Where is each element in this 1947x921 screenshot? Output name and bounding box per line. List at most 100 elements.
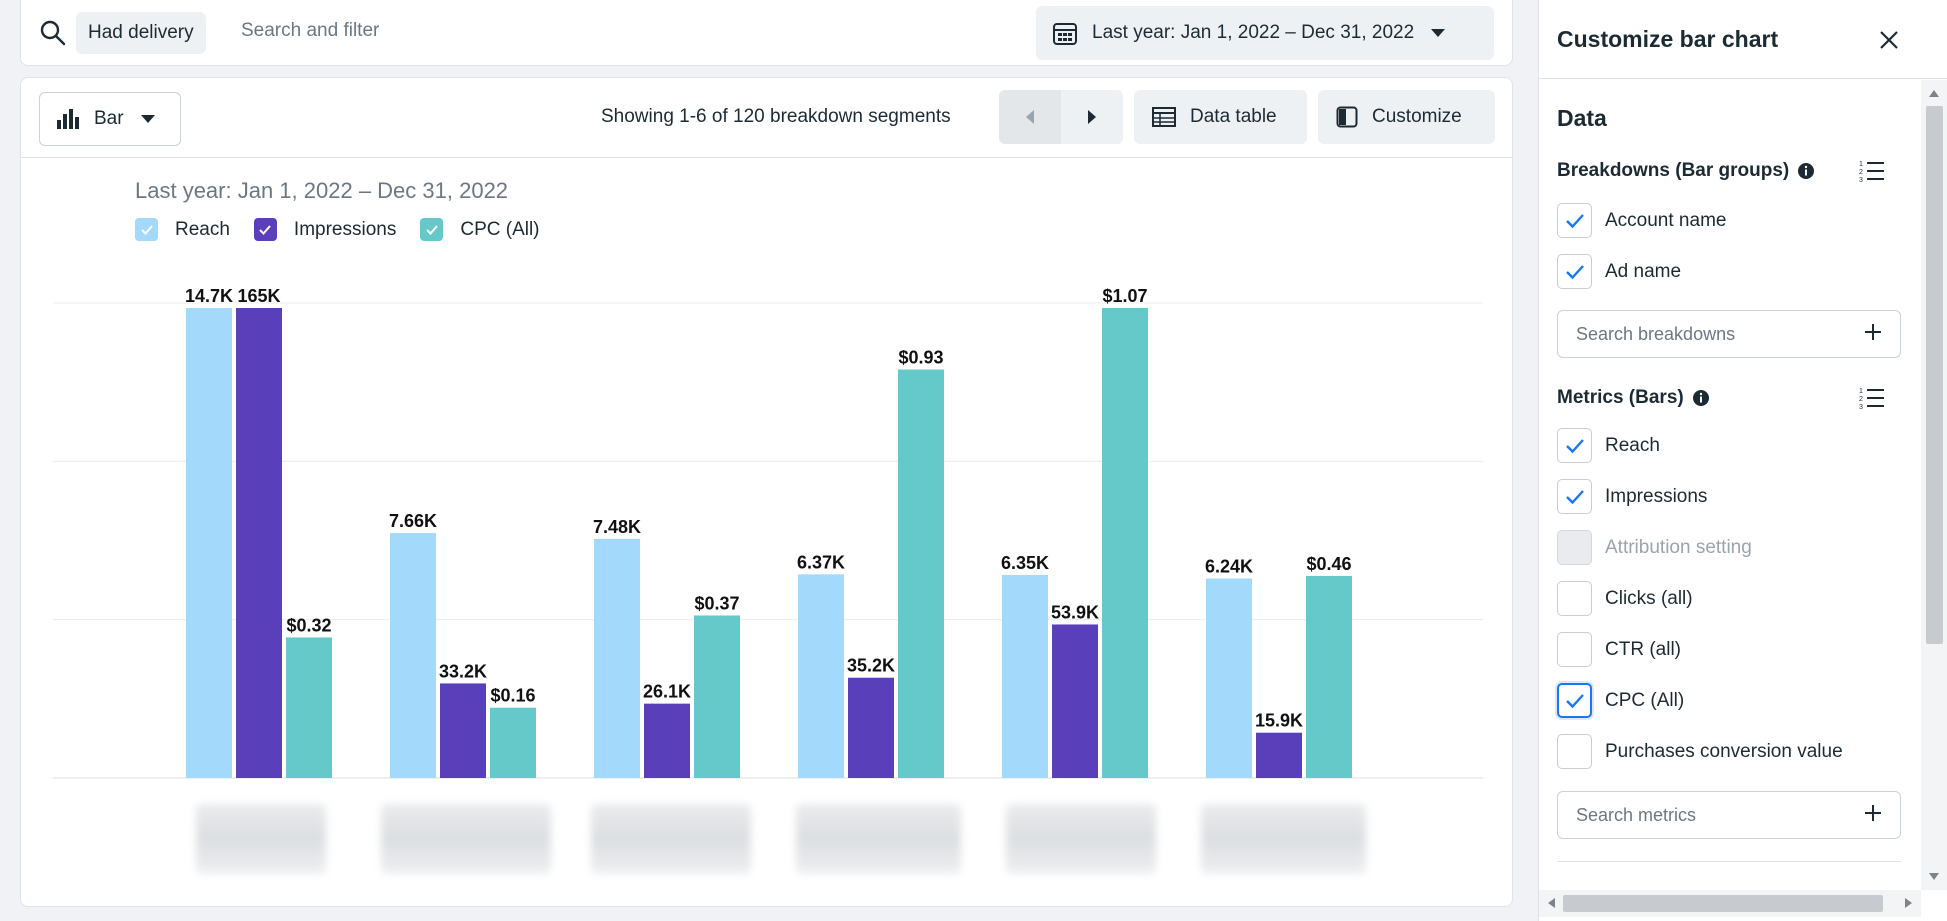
scroll-right-icon[interactable] [1905, 898, 1912, 908]
data-table-label: Data table [1190, 106, 1277, 127]
svg-text:1: 1 [1859, 388, 1863, 395]
checkbox[interactable] [1557, 632, 1592, 667]
search-breakdowns-input[interactable]: Search breakdowns [1557, 310, 1901, 358]
check-icon [1565, 693, 1584, 708]
customize-button[interactable]: Customize [1318, 90, 1495, 144]
data-label-impressions-6: 15.9K [1255, 711, 1303, 731]
checkbox[interactable] [1557, 683, 1592, 718]
filter-chip-had-delivery[interactable]: Had delivery [76, 12, 206, 54]
data-label-reach-3: 7.48K [593, 517, 641, 537]
calendar-icon [1053, 23, 1077, 45]
scrollbar-thumb[interactable] [1926, 106, 1943, 644]
next-page-button[interactable] [1061, 90, 1123, 144]
data-label-cpc-6: $0.46 [1306, 554, 1351, 574]
breakdown-option-ad-name[interactable]: Ad name [1557, 254, 1681, 289]
chart-date-subtitle: Last year: Jan 1, 2022 – Dec 31, 2022 [135, 178, 509, 203]
checkbox[interactable] [1557, 581, 1592, 616]
checkbox-icon [253, 218, 277, 241]
metric-option-clicks-all[interactable]: Clicks (all) [1557, 581, 1693, 616]
legend-item-reach[interactable]: Reach [135, 218, 230, 241]
bar-reach-1[interactable] [186, 308, 232, 778]
bar-impressions-2[interactable] [440, 683, 486, 778]
bar-cpc-1[interactable] [286, 637, 332, 778]
bar-reach-5[interactable] [1002, 574, 1048, 778]
svg-text:3: 3 [1859, 404, 1863, 411]
legend-item-impressions[interactable]: Impressions [253, 218, 396, 241]
breakdown-option-account-name[interactable]: Account name [1557, 203, 1726, 238]
close-button[interactable] [1873, 24, 1905, 56]
checkbox[interactable] [1557, 479, 1592, 514]
chart-type-dropdown[interactable]: Bar [39, 92, 181, 146]
scroll-up-icon[interactable] [1929, 90, 1939, 97]
bar-impressions-1[interactable] [236, 308, 282, 778]
data-label-impressions-2: 33.2K [439, 661, 487, 681]
checkbox[interactable] [1557, 428, 1592, 463]
metric-option-purchases-conversion-value[interactable]: Purchases conversion value [1557, 734, 1843, 769]
breakdowns-heading-label: Breakdowns (Bar groups) [1557, 160, 1790, 181]
ordered-list-icon[interactable]: 1 2 3 [1859, 158, 1885, 184]
segments-count-text: Showing 1-6 of 120 breakdown segments [601, 106, 951, 127]
search-icon[interactable] [39, 19, 67, 47]
checkbox[interactable] [1557, 734, 1592, 769]
legend-item-cpc[interactable]: CPC (All) [420, 218, 540, 241]
horizontal-scrollbar[interactable] [1539, 890, 1921, 917]
scroll-left-icon[interactable] [1548, 898, 1555, 908]
data-label-reach-4: 6.37K [797, 552, 845, 572]
side-panel-body: Data Breakdowns (Bar groups) 1 2 3 Accou… [1539, 80, 1919, 880]
check-icon [1565, 438, 1584, 453]
data-label-reach-6: 6.24K [1205, 556, 1253, 576]
chart-type-label: Bar [94, 108, 124, 129]
bar-impressions-4[interactable] [848, 677, 894, 778]
section-divider [1557, 861, 1901, 862]
blurred-category-label [1006, 804, 1156, 874]
bar-reach-3[interactable] [594, 538, 640, 778]
search-metrics-input[interactable]: Search metrics [1557, 791, 1901, 839]
info-icon[interactable] [1797, 162, 1815, 180]
plus-icon[interactable] [1864, 323, 1882, 341]
chevron-down-icon [1431, 29, 1446, 37]
data-label-cpc-3: $0.37 [694, 593, 739, 613]
option-label: CTR (all) [1605, 638, 1681, 660]
bar-reach-6[interactable] [1206, 578, 1252, 778]
data-label-impressions-5: 53.9K [1051, 602, 1099, 622]
bar-cpc-6[interactable] [1306, 575, 1352, 778]
svg-text:2: 2 [1859, 169, 1863, 176]
data-table-button[interactable]: Data table [1134, 90, 1307, 144]
vertical-scrollbar[interactable] [1921, 80, 1947, 890]
checkbox[interactable] [1557, 254, 1592, 289]
bar-cpc-3[interactable] [694, 615, 740, 778]
bar-reach-4[interactable] [798, 574, 844, 778]
option-label: Clicks (all) [1605, 587, 1693, 609]
bar-impressions-3[interactable] [644, 703, 690, 778]
checkbox [1557, 530, 1592, 565]
scroll-down-icon[interactable] [1929, 873, 1939, 880]
bar-cpc-2[interactable] [490, 707, 536, 778]
option-label: Impressions [1605, 485, 1708, 507]
data-label-cpc-4: $0.93 [898, 347, 943, 367]
metric-option-ctr-all[interactable]: CTR (all) [1557, 632, 1681, 667]
plus-icon[interactable] [1864, 804, 1882, 822]
data-label-cpc-1: $0.32 [286, 615, 331, 635]
date-range-picker[interactable]: Last year: Jan 1, 2022 – Dec 31, 2022 [1036, 6, 1494, 60]
metric-option-reach[interactable]: Reach [1557, 428, 1660, 463]
filter-bar: Had delivery Search and filter Last year… [20, 0, 1513, 66]
chart-legend: Reach Impressions CPC (All) [135, 218, 564, 241]
customize-side-panel: Customize bar chart Data Breakdowns (Bar… [1538, 0, 1947, 921]
previous-page-button[interactable] [999, 90, 1061, 144]
scrollbar-thumb[interactable] [1563, 895, 1883, 912]
bar-cpc-5[interactable] [1102, 308, 1148, 778]
bar-impressions-5[interactable] [1052, 624, 1098, 778]
svg-text:1: 1 [1859, 161, 1863, 168]
table-icon [1152, 107, 1176, 127]
bar-impressions-6[interactable] [1256, 732, 1302, 778]
info-icon[interactable] [1692, 389, 1710, 407]
search-filter-input[interactable]: Search and filter [241, 20, 380, 41]
metric-option-cpc-all[interactable]: CPC (All) [1557, 683, 1684, 718]
chart-panel: Bar Showing 1-6 of 120 breakdown segment… [20, 77, 1513, 907]
chart-toolbar: Bar Showing 1-6 of 120 breakdown segment… [21, 78, 1512, 158]
ordered-list-icon[interactable]: 1 2 3 [1859, 385, 1885, 411]
bar-cpc-4[interactable] [898, 369, 944, 778]
metric-option-impressions[interactable]: Impressions [1557, 479, 1707, 514]
bar-reach-2[interactable] [390, 533, 436, 778]
checkbox[interactable] [1557, 203, 1592, 238]
